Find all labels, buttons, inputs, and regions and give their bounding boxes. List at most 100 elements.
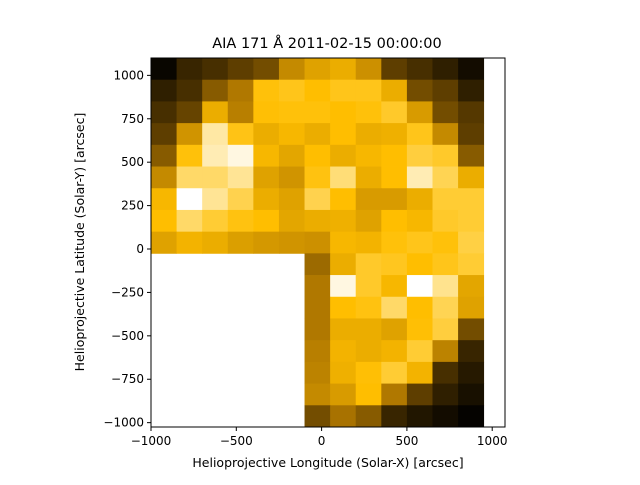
heatmap-cell xyxy=(381,383,408,406)
heatmap-cell xyxy=(304,188,331,211)
heatmap-cell xyxy=(355,123,382,146)
heatmap-cell xyxy=(432,166,459,189)
heatmap-cell xyxy=(304,275,331,298)
heatmap-cell xyxy=(406,296,433,319)
heatmap-cell xyxy=(355,253,382,276)
heatmap-cell xyxy=(355,209,382,233)
heatmap-cell xyxy=(176,231,203,254)
x-axis-ticks: −1000 −500 0 500 1000 xyxy=(131,427,508,448)
heatmap-cell xyxy=(278,79,305,102)
heatmap-cell xyxy=(253,123,280,146)
heatmap-cell xyxy=(406,340,433,363)
heatmap-cell xyxy=(381,231,408,254)
heatmap-cell xyxy=(458,58,485,81)
heatmap-cell xyxy=(176,144,203,167)
heatmap-cell xyxy=(227,123,254,146)
heatmap-cell xyxy=(304,144,331,167)
heatmap-cell xyxy=(355,144,382,167)
heatmap-cell xyxy=(151,188,177,211)
heatmap-cell xyxy=(355,296,382,319)
heatmap-cell xyxy=(151,101,177,124)
y-tick-label: 0 xyxy=(136,242,144,256)
heatmap-cell xyxy=(330,231,357,254)
heatmap-cell xyxy=(227,188,254,211)
heatmap-cell xyxy=(432,340,459,363)
heatmap-cell xyxy=(355,340,382,363)
heatmap-cell xyxy=(227,209,254,233)
y-tick-label: 500 xyxy=(121,155,144,169)
heatmap-cell xyxy=(176,123,203,146)
plot-frame xyxy=(150,57,506,428)
y-tick-label: 250 xyxy=(121,199,144,213)
heatmap-cell xyxy=(330,144,357,167)
heatmap-cell xyxy=(458,101,485,124)
heatmap-cell xyxy=(381,275,408,298)
heatmap-cell xyxy=(304,361,331,384)
heatmap-cell xyxy=(202,58,229,81)
heatmap-cell xyxy=(406,123,433,146)
heatmap-cell xyxy=(278,101,305,124)
y-tick-label: 750 xyxy=(121,112,144,126)
heatmap-cell xyxy=(432,123,459,146)
heatmap-cell xyxy=(458,361,485,384)
heatmap-cell xyxy=(330,296,357,319)
heatmap-cell xyxy=(381,318,408,341)
heatmap-cell xyxy=(330,188,357,211)
heatmap-cell xyxy=(278,123,305,146)
heatmap-cell xyxy=(330,101,357,124)
heatmap-cell xyxy=(253,166,280,189)
heatmap-cell xyxy=(458,123,485,146)
heatmap-cell xyxy=(406,58,433,81)
heatmap-cell xyxy=(151,209,177,233)
heatmap-cell xyxy=(432,188,459,211)
y-tick-label: −250 xyxy=(111,285,144,299)
heatmap-cell xyxy=(202,231,229,254)
heatmap-cell xyxy=(458,166,485,189)
heatmap-cell xyxy=(381,209,408,233)
heatmap-cell xyxy=(381,58,408,81)
heatmap-cell xyxy=(176,58,203,81)
heatmap-cell xyxy=(432,253,459,276)
heatmap-cell xyxy=(202,79,229,102)
heatmap-cell xyxy=(458,231,485,254)
heatmap-cell xyxy=(278,166,305,189)
heatmap-cell xyxy=(406,166,433,189)
heatmap-cell xyxy=(458,209,485,233)
heatmap-cell xyxy=(381,144,408,167)
heatmap-cell xyxy=(330,58,357,81)
heatmap-cell xyxy=(381,101,408,124)
y-tick-label: −750 xyxy=(111,372,144,386)
heatmap-cell xyxy=(202,123,229,146)
heatmap-cell xyxy=(176,188,203,211)
heatmap-cell xyxy=(253,101,280,124)
heatmap-cell xyxy=(458,275,485,298)
x-tick-label: 1000 xyxy=(477,434,508,448)
heatmap-cell xyxy=(406,405,433,428)
x-tick-label: −500 xyxy=(220,434,253,448)
heatmap-cell xyxy=(304,318,331,341)
heatmap-cell xyxy=(176,101,203,124)
heatmap-cell xyxy=(253,79,280,102)
heatmap-cell xyxy=(304,296,331,319)
heatmap-cell xyxy=(304,209,331,233)
heatmap-cell xyxy=(381,188,408,211)
heatmap-cell xyxy=(151,144,177,167)
heatmap-cell xyxy=(330,209,357,233)
heatmap-cell xyxy=(202,166,229,189)
heatmap-cell xyxy=(304,405,331,428)
heatmap-cell xyxy=(202,209,229,233)
heatmap-cell xyxy=(330,79,357,102)
heatmap-cell xyxy=(355,188,382,211)
heatmap-cell xyxy=(227,144,254,167)
heatmap-cell xyxy=(330,361,357,384)
heatmap-cell xyxy=(253,231,280,254)
heatmap-cell xyxy=(253,209,280,233)
x-axis-label: Helioprojective Longitude (Solar-X) [arc… xyxy=(192,455,463,470)
heatmap-cell xyxy=(278,231,305,254)
heatmap-cell xyxy=(458,405,485,428)
heatmap-cell xyxy=(151,123,177,146)
heatmap-cell xyxy=(355,231,382,254)
x-tick-label: 500 xyxy=(395,434,418,448)
